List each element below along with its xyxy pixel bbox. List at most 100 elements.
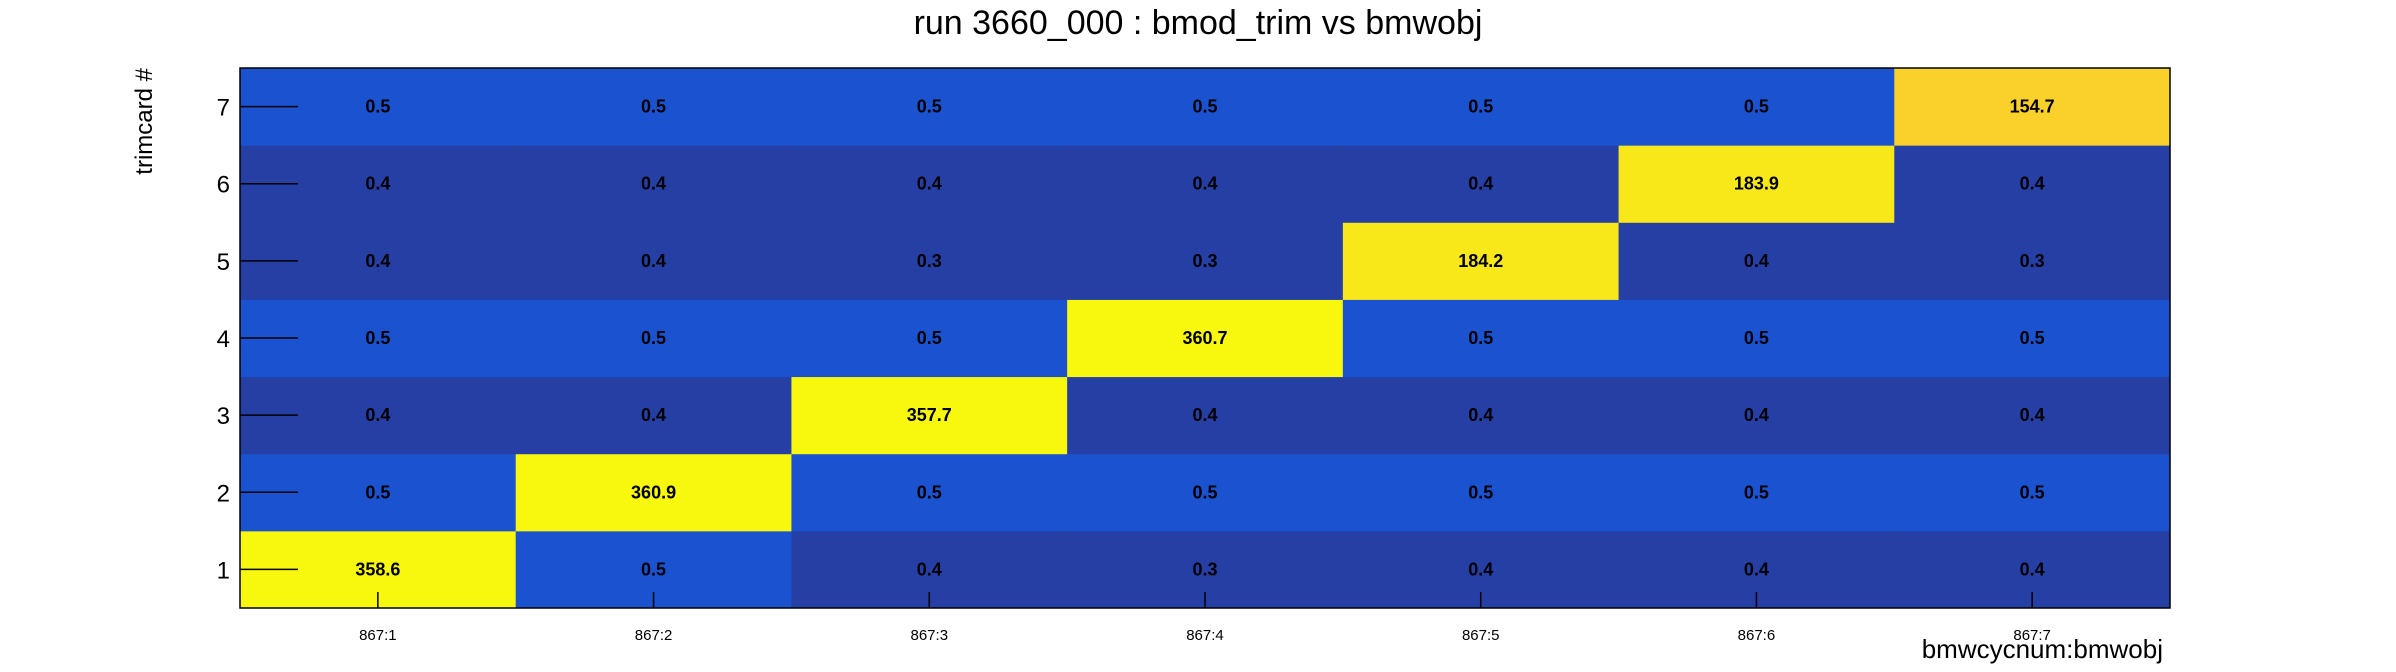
- heatmap-cell: [1067, 376, 1344, 455]
- x-tick-label: 867:6: [1738, 627, 1776, 644]
- heatmap-cell: [1342, 453, 1620, 532]
- cell-value-label: 360.7: [1182, 328, 1227, 348]
- heatmap-cell: [1894, 376, 2171, 455]
- heatmap-cell: [1067, 299, 1344, 378]
- cell-value-label: 0.5: [641, 559, 666, 579]
- cell-value-label: 0.5: [2020, 328, 2045, 348]
- heatmap-cell: [515, 145, 792, 223]
- cell-value-label: 0.4: [1192, 174, 1217, 194]
- y-axis-label: trimcard #: [131, 67, 158, 174]
- cell-value-label: 0.5: [917, 97, 942, 117]
- cell-value-label: 0.4: [1744, 251, 1769, 271]
- cell-value-label: 0.5: [1468, 97, 1493, 117]
- heatmap-cell: [1894, 68, 2171, 146]
- heatmap-cell: [1618, 376, 1895, 455]
- heatmap-cell: [1618, 453, 1895, 532]
- cell-value-label: 0.4: [365, 174, 390, 194]
- cell-value-label: 0.4: [1468, 559, 1493, 579]
- cell-value-label: 0.3: [1192, 559, 1217, 579]
- heatmap-cell: [1342, 299, 1620, 378]
- x-tick-label: 867:4: [1186, 627, 1224, 644]
- cell-value-label: 0.4: [917, 559, 942, 579]
- y-tick-label: 1: [217, 557, 230, 584]
- heatmap-cell: [1618, 222, 1895, 300]
- heatmap-cell: [515, 222, 792, 300]
- cell-value-label: 0.4: [641, 251, 666, 271]
- cell-value-label: 358.6: [355, 559, 400, 579]
- cell-value-label: 0.4: [2020, 559, 2045, 579]
- cell-value-label: 0.5: [917, 328, 942, 348]
- y-tick-label: 2: [217, 480, 230, 507]
- heatmap-cell: [1067, 222, 1344, 300]
- y-tick-label: 6: [217, 172, 230, 199]
- cell-value-label: 360.9: [631, 482, 676, 502]
- heatmap-cells: 358.6 0.5 0.4 0.3 0.4 0.4 0.4 0.5 360.9 0.5 0.5 0.5…: [240, 68, 2171, 609]
- cell-value-label: 0.5: [917, 482, 942, 502]
- x-axis-label: bmwcycnum:bmwobj: [1922, 634, 2163, 664]
- heatmap-cell: [791, 299, 1068, 378]
- cell-value-label: 183.9: [1734, 174, 1779, 194]
- cell-value-label: 0.5: [365, 328, 390, 348]
- cell-value-label: 0.4: [1468, 405, 1493, 425]
- plot-frame: [239, 67, 2171, 609]
- heatmap-cell: [1618, 145, 1895, 223]
- cell-value-label: 0.4: [917, 174, 942, 194]
- heatmap-cell: [1067, 453, 1344, 532]
- cell-value-label: 0.4: [365, 405, 390, 425]
- heatmap-cell: [1618, 68, 1895, 146]
- heatmap-cell: [1342, 376, 1620, 455]
- heatmap-cell: [1067, 68, 1344, 146]
- chart-title: run 3660_000 : bmod_trim vs bmwobj: [914, 4, 1483, 42]
- cell-value-label: 0.3: [917, 251, 942, 271]
- cell-value-label: 0.4: [1468, 174, 1493, 194]
- cell-value-label: 0.4: [1192, 405, 1217, 425]
- heatmap-cell: [1067, 145, 1344, 223]
- x-tick-label: 867:1: [359, 627, 397, 644]
- cell-value-label: 0.5: [641, 328, 666, 348]
- heatmap-cell: [515, 68, 792, 146]
- cell-value-label: 0.5: [1192, 97, 1217, 117]
- heatmap-cell: [1618, 299, 1895, 378]
- heatmap-cell: [1342, 222, 1620, 300]
- cell-value-label: 0.4: [1744, 405, 1769, 425]
- heatmap-cell: [515, 376, 792, 455]
- cell-value-label: 0.4: [1744, 559, 1769, 579]
- y-tick-label: 5: [217, 249, 230, 276]
- heatmap-cell: [1342, 145, 1620, 223]
- cell-value-label: 0.4: [2020, 405, 2045, 425]
- x-tick-label: 867:2: [635, 627, 673, 644]
- heatmap-cell: [791, 68, 1068, 146]
- x-tick-label: 867:3: [911, 627, 949, 644]
- cell-value-label: 0.5: [1744, 328, 1769, 348]
- cell-value-label: 0.3: [1192, 251, 1217, 271]
- heatmap-cell: [1894, 145, 2171, 223]
- cell-value-label: 154.7: [2010, 97, 2055, 117]
- cell-value-label: 357.7: [907, 405, 952, 425]
- heatmap-cell: [1894, 299, 2171, 378]
- cell-value-label: 0.4: [2020, 174, 2045, 194]
- cell-value-label: 0.4: [641, 174, 666, 194]
- cell-value-label: 0.5: [1468, 328, 1493, 348]
- heatmap-cell: [1894, 222, 2171, 300]
- cell-value-label: 0.5: [365, 482, 390, 502]
- cell-value-label: 0.4: [365, 251, 390, 271]
- heatmap-cell: [791, 376, 1068, 455]
- y-tick-label: 4: [217, 326, 230, 353]
- cell-value-label: 0.5: [2020, 482, 2045, 502]
- heatmap-cell: [515, 299, 792, 378]
- heatmap-cell: [1894, 453, 2171, 532]
- heatmap-cell: [791, 145, 1068, 223]
- heatmap-cell: [791, 453, 1068, 532]
- cell-value-label: 0.5: [641, 97, 666, 117]
- y-tick-label: 7: [217, 95, 230, 122]
- cell-value-label: 0.5: [1744, 97, 1769, 117]
- x-tick-label: 867:7: [2013, 627, 2051, 644]
- heatmap-cell: [1342, 68, 1620, 146]
- heatmap-cell: [515, 453, 792, 532]
- cell-value-label: 0.5: [1192, 482, 1217, 502]
- axis-ticks: 1 2 3 4 5 6 7 867:1 867:2 867:3 867:4 867:5 867:6 867…: [217, 95, 2051, 644]
- cell-value-label: 0.5: [1468, 482, 1493, 502]
- cell-value-label: 0.4: [641, 405, 666, 425]
- cell-value-label: 184.2: [1458, 251, 1503, 271]
